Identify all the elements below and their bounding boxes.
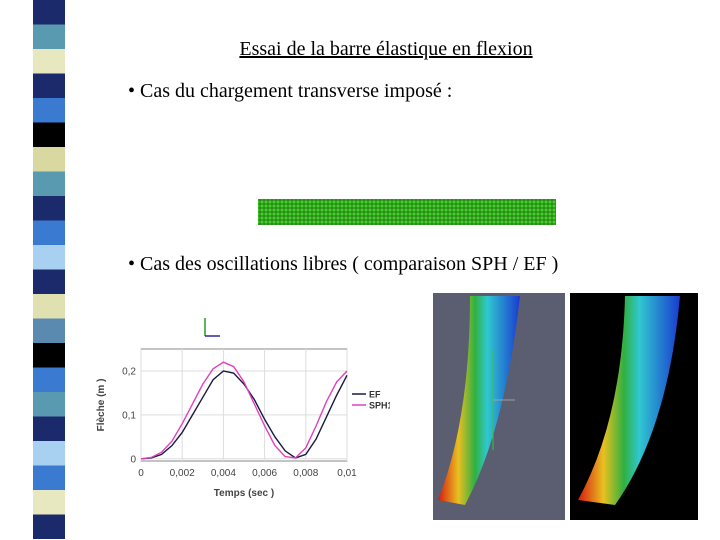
x-tick-label: 0,006 — [252, 468, 277, 479]
y-axis-label: Flèche (m ) — [96, 379, 107, 432]
side-strip — [33, 0, 65, 539]
x-tick-label: 0,008 — [293, 468, 318, 479]
strip-square — [33, 441, 65, 466]
strip-square — [33, 24, 65, 49]
x-tick-label: 0,01 — [337, 468, 357, 479]
bent-beam — [578, 296, 680, 505]
y-tick-label: 0 — [130, 454, 136, 465]
strip-square — [33, 343, 65, 368]
legend-label: SPH10 — [369, 401, 390, 411]
x-axis-label: Temps (sec ) — [214, 488, 274, 499]
strip-square — [33, 73, 65, 98]
y-tick-label: 0,1 — [122, 410, 136, 421]
plot-area — [140, 348, 348, 462]
strip-square — [33, 318, 65, 343]
strip-square — [33, 367, 65, 392]
strip-square — [33, 294, 65, 319]
chart: Flèche (m ) Temps (sec ) 0 0,1 0,2 0 0,002 0,… — [96, 348, 390, 499]
slide-title: Essai de la barre élastique en flexion — [239, 38, 533, 60]
bullet: • Cas du chargement transverse imposé : — [128, 80, 453, 102]
strip-square — [33, 220, 65, 245]
strip-square — [33, 245, 65, 270]
y-tick-label: 0,2 — [122, 366, 136, 377]
strip-square — [33, 122, 65, 147]
bullet: • Cas des oscillations libres ( comparai… — [128, 253, 559, 275]
strip-square — [33, 392, 65, 417]
strip-square — [33, 196, 65, 221]
legend-label: EF — [369, 390, 381, 400]
strip-square — [33, 147, 65, 172]
strip-square — [33, 269, 65, 294]
series-line — [140, 370, 348, 460]
strip-square — [33, 49, 65, 74]
strip-square — [33, 490, 65, 515]
strip-square — [33, 0, 65, 25]
strip-square — [33, 98, 65, 123]
strip-square — [33, 514, 65, 539]
strip-square — [33, 465, 65, 490]
strip-square — [33, 171, 65, 196]
x-tick-label: 0,002 — [170, 468, 195, 479]
strip-square — [33, 416, 65, 441]
beam-mesh — [258, 199, 556, 225]
x-tick-label: 0 — [138, 468, 144, 479]
bent-beam — [438, 296, 520, 505]
series-line — [140, 361, 348, 460]
x-tick-label: 0,004 — [211, 468, 236, 479]
